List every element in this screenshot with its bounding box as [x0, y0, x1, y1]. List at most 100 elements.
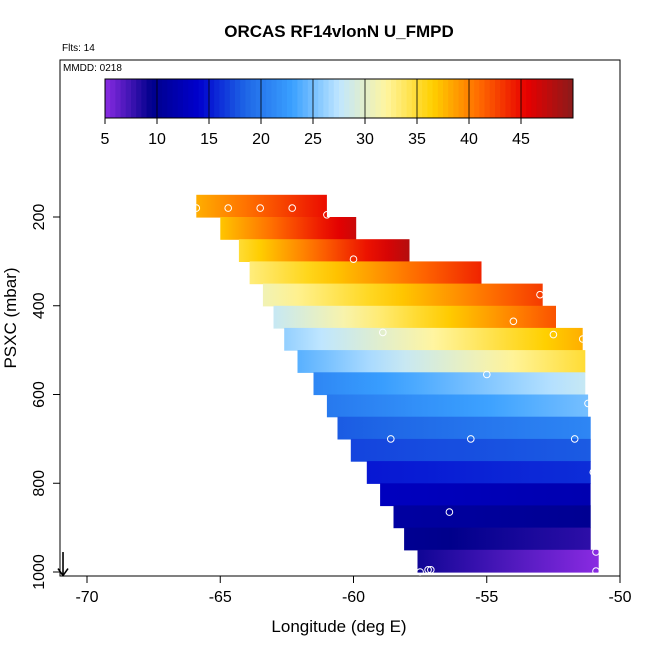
colorbar-segment	[401, 79, 407, 118]
plot-frame	[59, 59, 621, 577]
colorbar-segment	[411, 79, 418, 118]
colorbar-segment	[515, 79, 522, 118]
heatmap-row	[220, 217, 357, 240]
colorbar-segment	[157, 79, 163, 118]
heatmap-row	[313, 372, 586, 396]
colorbar-segment	[235, 79, 241, 118]
colorbar-segment	[255, 79, 262, 118]
colorbar-segment	[292, 79, 298, 118]
colorbar-segment	[557, 79, 563, 118]
colorbar-segment	[177, 79, 184, 118]
colorbar-segment	[307, 79, 314, 118]
colorbar-segment	[458, 79, 465, 118]
colorbar-segment	[443, 79, 449, 118]
colorbar-segment	[422, 79, 428, 118]
heatmap-row	[273, 305, 556, 329]
chart-title: ORCAS RF14vlonN U_FMPD	[224, 22, 454, 41]
flight-point	[589, 468, 598, 477]
flight-point	[424, 566, 432, 574]
colorbar-segment	[271, 79, 277, 118]
colorbar-segment	[505, 79, 511, 118]
heatmap-row	[238, 239, 410, 262]
colorbar-segment	[302, 79, 309, 118]
colorbar-segment	[385, 79, 392, 118]
flight-point	[323, 211, 331, 219]
flight-point	[570, 435, 579, 443]
x-tick-label: -50	[608, 589, 631, 606]
colorbar-segment	[437, 79, 444, 118]
colorbar-segment	[562, 79, 569, 118]
y-tick-label: 600	[31, 381, 48, 408]
date-label: MMDD: 0218	[63, 63, 122, 74]
y-tick-label: 800	[31, 470, 48, 497]
heatmap-row	[249, 261, 482, 285]
x-axis: -70 -65 -60 -55 -50	[75, 576, 632, 606]
y-axis-label: PSXC (mbar)	[1, 267, 20, 368]
heatmap-row	[366, 461, 591, 484]
y-tick-label: 200	[31, 204, 48, 231]
colorbar-segment	[354, 79, 361, 118]
colorbar-segment	[287, 79, 293, 118]
y-tick-label: 400	[31, 292, 48, 319]
colorbar: 5 10 15 20 25 30 35 40 45	[101, 78, 574, 148]
colorbar-segment	[105, 79, 111, 118]
flight-point	[467, 435, 475, 443]
heatmap-row	[196, 194, 327, 218]
flight-point	[288, 204, 297, 212]
flight-point	[445, 508, 454, 516]
colorbar-segment	[328, 79, 335, 118]
colorbar-tick-label: 45	[512, 131, 530, 148]
flights-label: Flts: 14	[62, 43, 95, 54]
colorbar-segment	[183, 79, 189, 118]
colorbar-segment	[495, 79, 501, 118]
colorbar-segment	[432, 79, 439, 118]
flight-point	[387, 435, 395, 443]
x-axis-label: Longitude (deg E)	[271, 617, 406, 636]
x-tick-label: -65	[209, 589, 232, 606]
colorbar-tick-label: 10	[148, 131, 166, 148]
colorbar-segment	[224, 79, 231, 118]
colorbar-segment	[536, 79, 543, 118]
colorbar-segment	[484, 79, 491, 118]
heatmap-row	[350, 438, 591, 462]
colorbar-segment	[391, 79, 397, 118]
colorbar-segment	[349, 79, 355, 118]
colorbar-segment	[261, 79, 267, 118]
colorbar-segment	[541, 79, 548, 118]
flight-point	[379, 328, 387, 337]
colorbar-segment	[323, 79, 329, 118]
colorbar-segment	[229, 79, 236, 118]
colorbar-segment	[162, 79, 168, 118]
colorbar-segment	[365, 79, 371, 118]
heatmap-row	[262, 283, 543, 307]
heatmap-layer	[196, 194, 599, 573]
wind-arrow-head	[57, 568, 69, 577]
colorbar-segment	[344, 79, 350, 118]
colorbar-tick-label: 20	[252, 131, 270, 148]
colorbar-segment	[448, 79, 454, 118]
flight-points-layer	[192, 204, 600, 576]
colorbar-segment	[510, 79, 517, 118]
colorbar-segment	[474, 79, 480, 118]
flight-point	[224, 204, 232, 212]
x-tick-label: -60	[342, 589, 365, 606]
colorbar-segment	[552, 79, 558, 118]
flight-point	[592, 567, 600, 575]
flight-point	[536, 290, 544, 299]
heatmap-row	[326, 394, 589, 418]
colorbar-segment	[110, 79, 116, 118]
colorbar-segment	[276, 79, 283, 118]
colorbar-segment	[297, 79, 303, 118]
colorbar-segment	[380, 79, 387, 118]
colorbar-segment	[219, 79, 225, 118]
colorbar-segment	[526, 79, 532, 118]
heatmap-row	[417, 549, 599, 573]
flight-point	[592, 548, 600, 556]
colorbar-segment	[245, 79, 251, 118]
colorbar-segment	[136, 79, 142, 118]
colorbar-segment	[146, 79, 153, 118]
colorbar-tick-label: 15	[200, 131, 218, 148]
colorbar-segment	[266, 79, 272, 118]
colorbar-segment	[203, 79, 210, 118]
